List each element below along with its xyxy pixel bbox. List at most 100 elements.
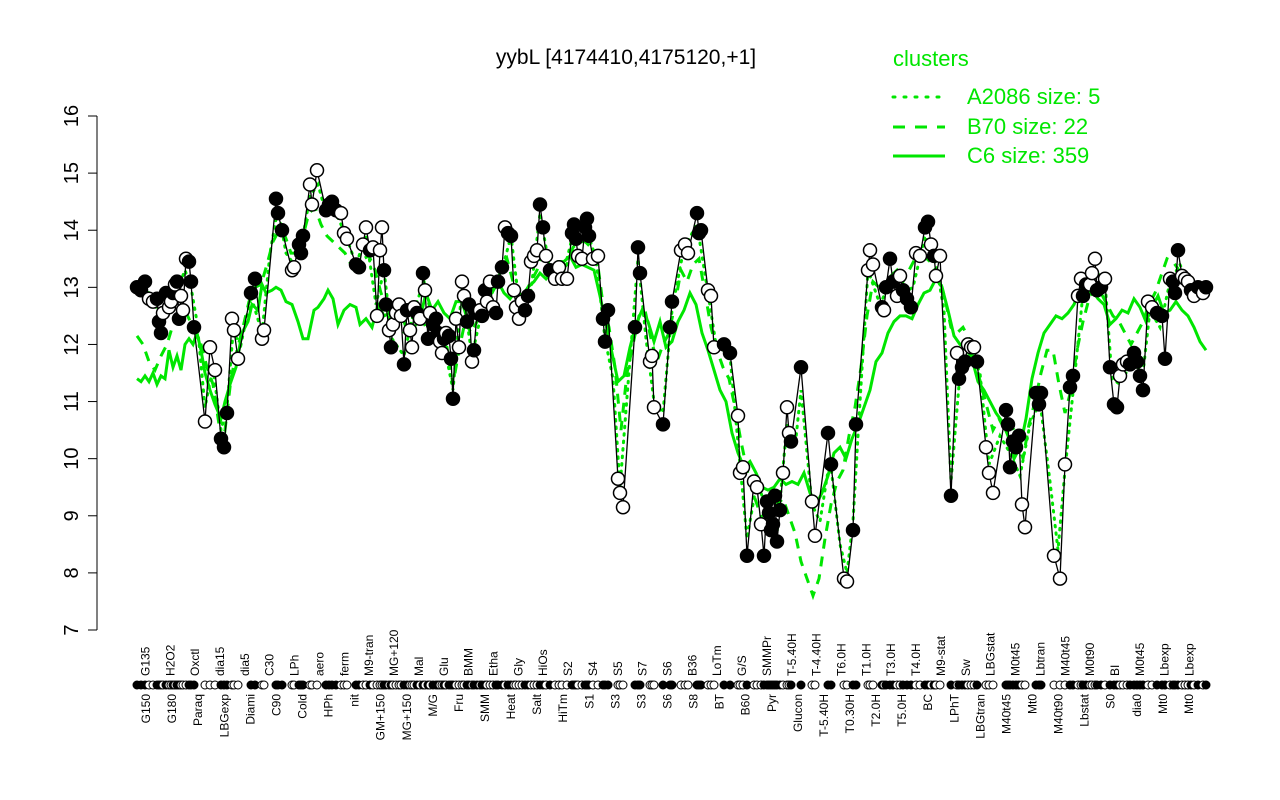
x-tick-label: HPh (322, 694, 336, 717)
data-point (722, 345, 738, 361)
x-tick-label: LBGstat (984, 632, 998, 676)
data-point (494, 260, 510, 275)
x-tick-label: T5.0H (895, 694, 909, 727)
data-point (912, 248, 928, 264)
x-tick-label: G135 (138, 646, 152, 676)
data-point (627, 320, 643, 335)
x-tick-label: T-5.40H (817, 694, 831, 737)
data-point (865, 257, 881, 272)
y-tick-label: 13 (61, 276, 83, 298)
x-tick-label: Mal (412, 657, 426, 676)
data-point (506, 282, 522, 298)
data-point (664, 294, 680, 309)
data-point (957, 354, 973, 369)
data-point (428, 311, 444, 326)
data-point (503, 228, 519, 244)
data-point (451, 340, 467, 355)
data-point (978, 439, 994, 455)
data-point (173, 288, 189, 304)
x-tick-label: ferm (337, 652, 351, 676)
x-tick-label: B60 (739, 694, 753, 716)
data-point (1065, 368, 1081, 384)
x-tick-label: S6 (661, 661, 675, 676)
x-tick-label: Mt0 (1026, 694, 1040, 714)
data-point (230, 351, 246, 366)
data-point (772, 502, 788, 518)
legend: clusters A2086 size: 5 B70 size: 22 C6 s… (891, 46, 1100, 168)
data-point (520, 288, 536, 304)
x-tick-label: Pyr (765, 694, 779, 712)
x-tick-label: HiOs (536, 649, 550, 676)
data-point (981, 465, 997, 481)
x-tick-label: S5 (611, 661, 625, 676)
x-tick-label: LBGexp (217, 694, 231, 738)
x-tick-label: T2.0H (869, 694, 883, 727)
data-point (783, 434, 799, 449)
data-point (1033, 385, 1049, 401)
x-tick-label: S8 (687, 694, 701, 709)
x-axis-labels-bottom: G150 G180 Paraq LBGexp Diami C90 Cold HPh nit GM+… (139, 693, 1196, 740)
data-point (226, 322, 242, 338)
data-point (590, 248, 606, 264)
x-tick-label: M0t45 (1133, 642, 1147, 676)
x-tick-label: T0.30H (843, 694, 857, 733)
data-point (270, 205, 286, 221)
data-point (779, 400, 795, 415)
x-tick-label: Lbexp (1183, 643, 1197, 676)
x-tick-label: MG+120 (387, 629, 401, 676)
data-point (662, 320, 678, 335)
x-tick-label: S3 (634, 694, 648, 709)
data-point (474, 308, 490, 324)
x-tick-label: G180 (165, 694, 179, 724)
x-tick-label: S0 (1104, 694, 1118, 709)
data-point (985, 485, 1001, 501)
data-point (402, 322, 418, 338)
x-tick-label: dia0 (1130, 694, 1144, 717)
data-point (703, 288, 719, 304)
data-point (466, 342, 482, 358)
y-tick-label: 15 (61, 162, 83, 184)
data-point (862, 242, 878, 258)
x-tick-label: LPh (288, 655, 302, 676)
data-point (903, 300, 919, 315)
x-tick-label: Lbexp (1158, 643, 1172, 676)
x-tick-label: nit (348, 693, 362, 706)
data-point (793, 360, 809, 375)
data-point (383, 340, 399, 355)
x-tick-label: dia15 (213, 646, 227, 676)
x-tick-label: T3.0H (884, 643, 898, 676)
data-point (1017, 519, 1033, 535)
x-tick-label: B36 (685, 654, 699, 676)
data-point (1198, 280, 1214, 295)
data-point (396, 357, 412, 372)
x-tick-label: Lbtran (1033, 642, 1047, 676)
data-point (169, 274, 185, 289)
data-point (1097, 271, 1113, 287)
data-point (559, 271, 575, 287)
data-point (655, 417, 671, 432)
x-tick-label: Sw (959, 659, 973, 676)
x-tick-label: BC (921, 694, 935, 711)
data-point (404, 340, 420, 355)
x-tick-label: S2 (561, 661, 575, 676)
data-point (1170, 242, 1186, 258)
data-point (882, 251, 898, 267)
data-point (339, 231, 355, 247)
x-tick-label: BI (1108, 665, 1122, 676)
cluster-line-solid (136, 253, 1208, 508)
data-point (454, 274, 470, 289)
data-point (820, 425, 836, 441)
data-point (932, 248, 948, 264)
data-point (207, 362, 223, 378)
x-tick-label: C30 (263, 654, 277, 676)
data-point (610, 471, 626, 486)
data-point (600, 302, 616, 318)
data-point (632, 265, 648, 281)
data-point (969, 354, 985, 369)
x-axis-marker-strip (132, 680, 1211, 690)
data-point (848, 417, 864, 432)
y-tick-label: 9 (61, 510, 83, 521)
data-point (1129, 354, 1145, 369)
x-tick-label: LoTm (710, 645, 724, 676)
data-point (615, 499, 631, 515)
